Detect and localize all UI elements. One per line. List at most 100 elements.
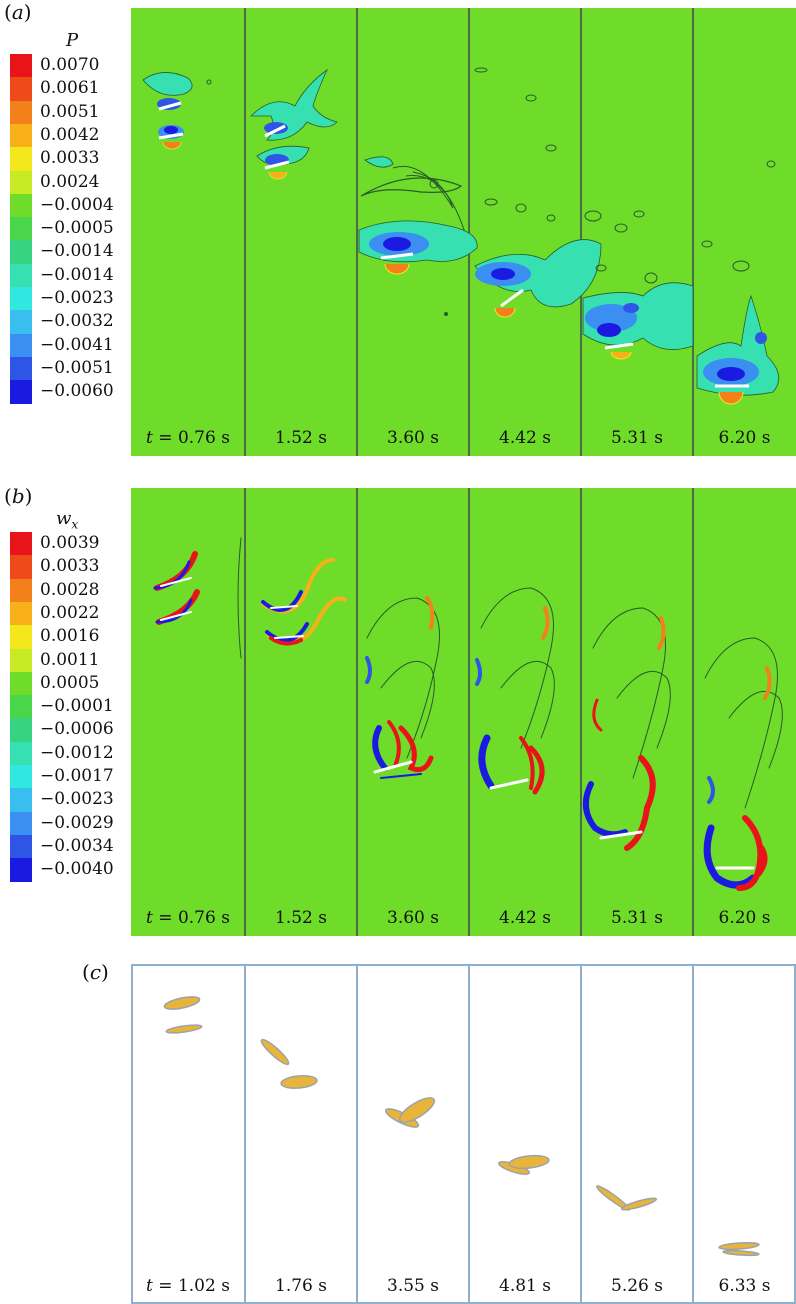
legend-entry: −0.0023 xyxy=(4,788,134,813)
pressure-contour-frames xyxy=(131,8,796,456)
legend-value: 0.0033 xyxy=(40,556,100,577)
legend-swatch xyxy=(10,834,32,859)
time-symbol: t xyxy=(146,1276,153,1296)
legend-value: −0.0060 xyxy=(40,381,114,402)
legend-entry: 0.0022 xyxy=(4,601,134,626)
legend-swatch xyxy=(10,310,32,335)
legend-swatch xyxy=(10,287,32,311)
time-value: = 1.02 s xyxy=(158,1276,230,1296)
time-value: = 0.76 s xyxy=(158,908,230,928)
legend-swatch xyxy=(10,54,32,78)
legend-value: 0.0016 xyxy=(40,626,100,647)
legend-value: −0.0040 xyxy=(40,859,114,880)
legend-entry: 0.0070 xyxy=(4,54,134,78)
time-value: 1.76 s xyxy=(275,1276,327,1296)
vorticity-frame-5 xyxy=(582,607,671,851)
legend-value: 0.0005 xyxy=(40,672,100,693)
legend-swatch xyxy=(10,601,32,626)
legend-swatch xyxy=(10,100,32,125)
disks xyxy=(163,996,760,1257)
legend-value: 0.0051 xyxy=(40,101,100,122)
legend-value: −0.0029 xyxy=(40,812,114,833)
legend-swatch xyxy=(10,695,32,720)
legend-entry: −0.0023 xyxy=(4,287,134,311)
vorticity-legend-title: wx xyxy=(56,508,79,532)
panel-c-label: (c) xyxy=(82,960,109,984)
time-value: 4.42 s xyxy=(499,428,551,448)
time-label: 4.42 s xyxy=(469,908,581,928)
legend-swatch xyxy=(10,380,32,405)
legend-value: 0.0011 xyxy=(40,649,100,670)
time-value: 6.20 s xyxy=(718,428,771,448)
time-value: 6.20 s xyxy=(718,908,771,928)
legend-swatch xyxy=(10,578,32,603)
legend-entry: −0.0040 xyxy=(4,858,134,883)
legend-value: 0.0070 xyxy=(40,55,100,75)
legend-value: −0.0023 xyxy=(40,288,114,308)
time-label: 1.52 s xyxy=(245,908,357,928)
vorticity-frame-4 xyxy=(475,587,555,795)
legend-entry: −0.0004 xyxy=(4,193,134,218)
time-label: 6.20 s xyxy=(693,908,796,928)
legend-entry: 0.0016 xyxy=(4,625,134,650)
pressure-frame-1 xyxy=(142,72,212,150)
time-value: 1.52 s xyxy=(275,908,327,928)
legend-entry: −0.0005 xyxy=(4,217,134,242)
legend-value: −0.0041 xyxy=(40,334,114,355)
legend-value: 0.0024 xyxy=(40,171,100,192)
pressure-frame-5 xyxy=(582,210,694,360)
vorticity-frame-1 xyxy=(153,551,200,625)
legend-swatch xyxy=(10,193,32,218)
legend-entry: −0.0060 xyxy=(4,380,134,405)
vorticity-contour-frames xyxy=(131,488,796,936)
legend-swatch xyxy=(10,356,32,381)
legend-swatch xyxy=(10,147,32,172)
legend-value: −0.0014 xyxy=(40,241,114,262)
legend-value: 0.0039 xyxy=(40,533,100,553)
vorticity-contour-panel: t = 0.76 s 1.52 s 3.60 s 4.42 s 5.31 s 6.20 s xyxy=(131,488,796,936)
time-label: 6.33 s xyxy=(693,1276,796,1296)
time-value: 4.81 s xyxy=(499,1276,551,1296)
time-label: 3.60 s xyxy=(357,908,469,928)
legend-swatch xyxy=(10,741,32,766)
legend-value: −0.0034 xyxy=(40,835,114,856)
time-value: 6.33 s xyxy=(718,1276,771,1296)
panel-b-label: (b) xyxy=(4,484,33,508)
time-label: 6.20 s xyxy=(693,428,796,448)
legend-entry: −0.0017 xyxy=(4,765,134,789)
pressure-frame-4 xyxy=(474,67,602,318)
legend-swatch xyxy=(10,240,32,265)
legend-swatch xyxy=(10,858,32,883)
legend-value: −0.0017 xyxy=(40,766,114,786)
legend-swatch xyxy=(10,532,32,556)
time-symbol: t xyxy=(146,908,153,928)
time-label: 5.26 s xyxy=(581,1276,693,1296)
time-label: 5.31 s xyxy=(581,908,693,928)
legend-swatch xyxy=(10,788,32,813)
legend-entry: −0.0012 xyxy=(4,741,134,766)
legend-value: 0.0061 xyxy=(40,78,100,99)
legend-value: −0.0023 xyxy=(40,789,114,810)
pressure-frame-3 xyxy=(358,156,478,316)
legend-value: −0.0012 xyxy=(40,742,114,763)
time-value: 3.60 s xyxy=(387,428,439,448)
legend-value: −0.0004 xyxy=(40,194,114,215)
disk-snapshot-frames xyxy=(131,964,796,1304)
legend-entry: 0.0028 xyxy=(4,578,134,603)
time-label: 4.81 s xyxy=(469,1276,581,1296)
legend-entry: 0.0005 xyxy=(4,671,134,696)
legend-entry: 0.0051 xyxy=(4,100,134,125)
time-label: t = 0.76 s xyxy=(131,908,245,928)
vorticity-frame-2 xyxy=(237,537,347,659)
legend-swatch xyxy=(10,217,32,242)
legend-entry: −0.0014 xyxy=(4,263,134,288)
time-label: 1.76 s xyxy=(245,1276,357,1296)
pressure-legend-title: P xyxy=(66,30,79,51)
legend-entry: −0.0041 xyxy=(4,333,134,358)
time-value: 5.26 s xyxy=(611,1276,663,1296)
legend-swatch xyxy=(10,170,32,195)
time-value: 3.60 s xyxy=(387,908,439,928)
legend-swatch xyxy=(10,718,32,743)
time-label: 3.55 s xyxy=(357,1276,469,1296)
pressure-frame-2 xyxy=(250,68,338,180)
